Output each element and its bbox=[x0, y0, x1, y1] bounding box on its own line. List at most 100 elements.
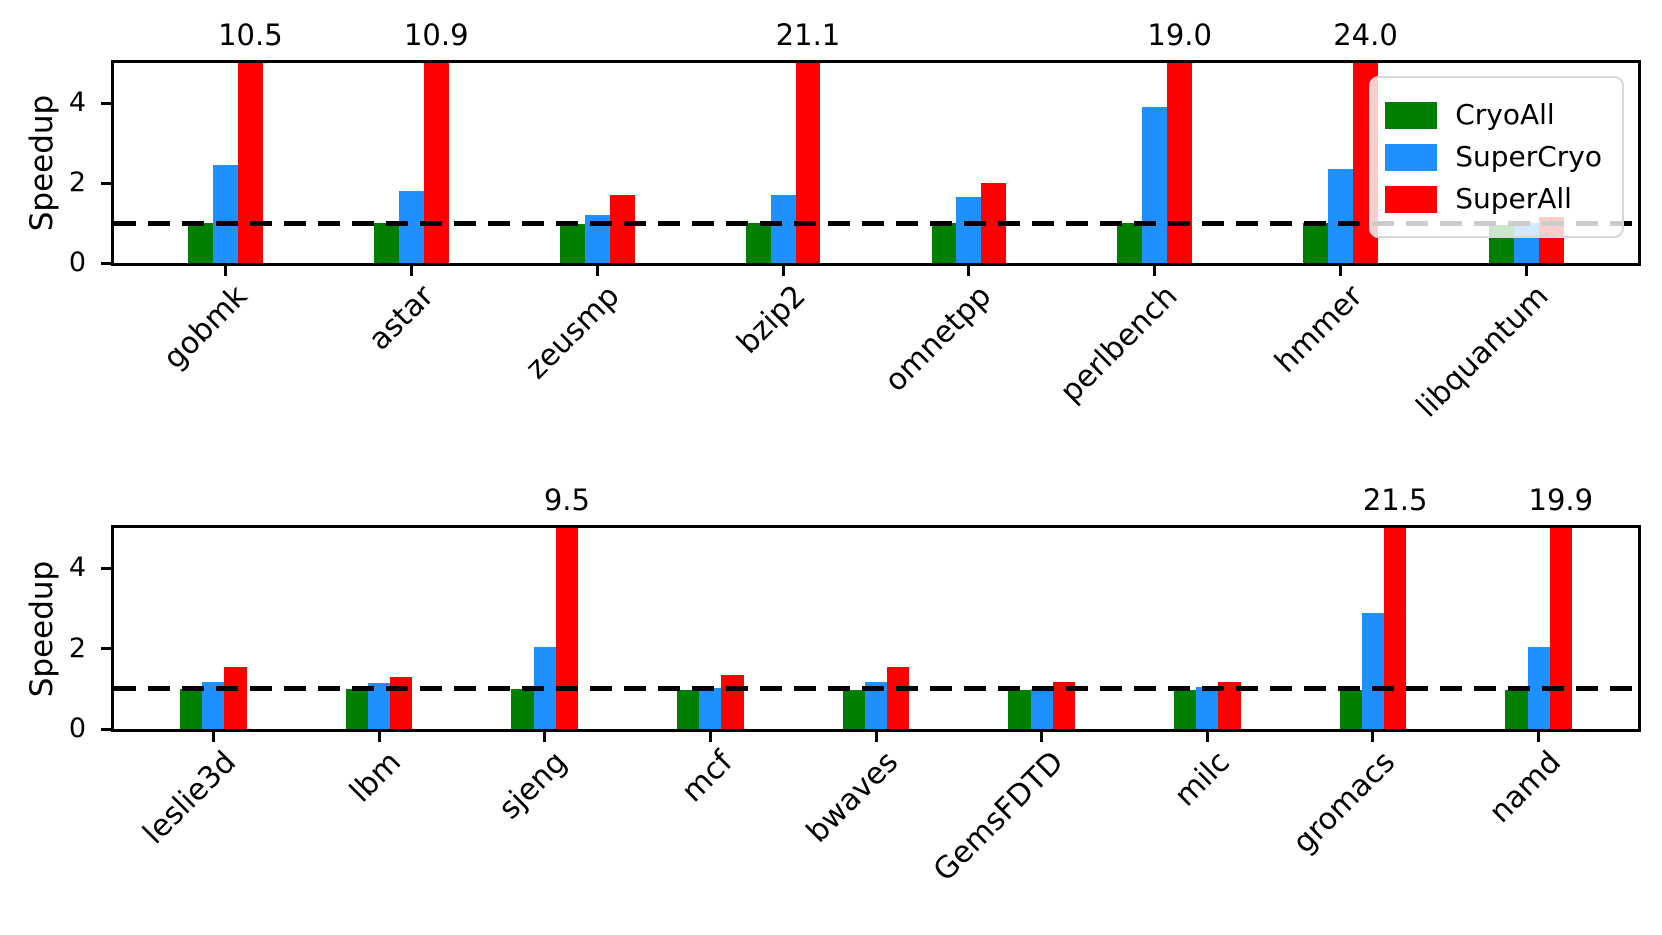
bar-cryoall-leslie3d bbox=[180, 689, 203, 729]
bar-cryoall-gobmk bbox=[188, 223, 214, 263]
bar-cryoall-bzip2 bbox=[745, 223, 771, 263]
clipped-bar-value: 24.0 bbox=[1333, 18, 1398, 52]
y-tick-mark bbox=[101, 261, 111, 265]
y-tick-label: 4 bbox=[68, 552, 86, 584]
y-tick-mark bbox=[101, 101, 111, 105]
bar-superall-milc bbox=[1218, 681, 1241, 729]
y-tick-mark bbox=[101, 181, 111, 185]
bar-superall-bwaves bbox=[887, 666, 910, 729]
legend-label: SuperCryo bbox=[1455, 140, 1602, 173]
bar-superall-lbm bbox=[390, 676, 413, 729]
bar-superall-leslie3d bbox=[224, 666, 247, 729]
x-tick-mark bbox=[1040, 732, 1044, 742]
baseline-dashed-line bbox=[114, 220, 1638, 226]
bar-superall-namd bbox=[1549, 528, 1572, 729]
bar-supercryo-astar bbox=[398, 191, 424, 263]
x-category-label: lbm bbox=[343, 744, 409, 810]
x-tick-mark bbox=[781, 266, 785, 276]
bar-supercryo-GemsFDTD bbox=[1030, 688, 1053, 729]
clipped-bar-value: 10.9 bbox=[403, 18, 469, 52]
x-tick-mark bbox=[1524, 266, 1528, 276]
bar-cryoall-milc bbox=[1174, 689, 1197, 729]
clipped-bar-value: 19.9 bbox=[1528, 483, 1594, 517]
x-category-label: bwaves bbox=[800, 744, 906, 850]
x-tick-mark bbox=[409, 266, 413, 276]
y-tick-label: 0 bbox=[68, 247, 86, 278]
clipped-bar-value: 21.1 bbox=[775, 18, 841, 52]
x-tick-mark bbox=[211, 732, 215, 742]
bar-superall-gromacs bbox=[1384, 528, 1407, 729]
bar-superall-bzip2 bbox=[795, 63, 821, 263]
x-category-label: gobmk bbox=[157, 278, 255, 377]
y-tick-label: 0 bbox=[68, 713, 86, 744]
bar-superall-perlbench bbox=[1167, 63, 1193, 263]
clipped-bar-value: 9.5 bbox=[543, 483, 590, 517]
y-tick-mark bbox=[101, 647, 111, 651]
x-tick-mark bbox=[595, 266, 599, 276]
bar-cryoall-astar bbox=[374, 223, 399, 263]
x-tick-mark bbox=[1537, 732, 1541, 742]
x-category-label: sjeng bbox=[492, 744, 575, 827]
bar-supercryo-bwaves bbox=[864, 681, 888, 729]
x-category-label: namd bbox=[1482, 744, 1568, 830]
bar-superall-astar bbox=[423, 63, 449, 263]
bar-supercryo-perlbench bbox=[1142, 107, 1168, 263]
y-tick-label: 2 bbox=[68, 167, 86, 198]
bar-cryoall-namd bbox=[1505, 689, 1528, 729]
x-category-label: zeusmp bbox=[519, 278, 627, 387]
x-category-label: gromacs bbox=[1286, 744, 1403, 861]
x-category-label: milc bbox=[1167, 744, 1237, 814]
x-category-label: libquantum bbox=[1410, 278, 1556, 425]
bar-supercryo-omnetpp bbox=[956, 197, 982, 263]
x-tick-mark bbox=[708, 732, 712, 742]
bottom-chart-plot-area bbox=[114, 528, 1638, 729]
bar-supercryo-gromacs bbox=[1361, 613, 1385, 729]
top-chart-plot-area bbox=[114, 63, 1638, 263]
y-tick-mark bbox=[101, 566, 111, 570]
bar-cryoall-zeusmp bbox=[559, 224, 585, 263]
legend-item: SuperCryo bbox=[1385, 140, 1602, 174]
bar-supercryo-hmmer bbox=[1328, 169, 1354, 263]
x-tick-mark bbox=[377, 732, 381, 742]
bar-supercryo-leslie3d bbox=[202, 681, 225, 729]
bar-cryoall-lbm bbox=[345, 688, 368, 729]
bar-superall-sjeng bbox=[555, 528, 578, 729]
top-chart: Speedup CryoAll SuperCryo SuperAll 0 2 4 go… bbox=[24, 18, 1641, 424]
legend-swatch-superall bbox=[1385, 185, 1438, 213]
x-tick-mark bbox=[1339, 266, 1343, 276]
bar-superall-GemsFDTD bbox=[1052, 681, 1075, 729]
legend-item: CryoAll bbox=[1385, 98, 1602, 132]
x-tick-mark bbox=[1153, 266, 1157, 276]
x-category-label: GemsFDTD bbox=[927, 744, 1071, 889]
x-tick-mark bbox=[543, 732, 547, 742]
bar-cryoall-GemsFDTD bbox=[1008, 690, 1031, 729]
bar-superall-gobmk bbox=[237, 63, 263, 263]
bar-cryoall-bwaves bbox=[842, 689, 865, 729]
x-tick-mark bbox=[224, 266, 227, 276]
x-category-label: bzip2 bbox=[730, 278, 813, 361]
bar-supercryo-gobmk bbox=[213, 165, 238, 263]
bar-superall-zeusmp bbox=[609, 195, 635, 263]
bottom-chart: Speedup 0 2 4 leslie3d lbm sjeng mcf bwaves Gems… bbox=[24, 483, 1641, 888]
y-tick-label: 2 bbox=[68, 632, 86, 664]
bar-cryoall-gromacs bbox=[1339, 690, 1362, 729]
x-category-label: mcf bbox=[675, 744, 740, 810]
legend-swatch-supercryo bbox=[1385, 143, 1438, 171]
bar-cryoall-perlbench bbox=[1117, 223, 1143, 263]
x-tick-mark bbox=[1371, 732, 1375, 742]
clipped-bar-value: 19.0 bbox=[1147, 18, 1212, 52]
x-tick-mark bbox=[1205, 732, 1209, 742]
legend: CryoAll SuperCryo SuperAll bbox=[1369, 76, 1624, 238]
bar-cryoall-sjeng bbox=[511, 688, 534, 729]
bar-supercryo-mcf bbox=[699, 687, 722, 729]
bar-supercryo-milc bbox=[1196, 686, 1219, 729]
bar-cryoall-hmmer bbox=[1303, 223, 1329, 263]
x-category-label: perlbench bbox=[1053, 278, 1185, 410]
x-category-label: astar bbox=[361, 278, 441, 358]
clipped-bar-value: 10.5 bbox=[218, 18, 283, 52]
x-category-label: omnetpp bbox=[878, 278, 999, 399]
bar-supercryo-lbm bbox=[367, 682, 391, 729]
bar-cryoall-omnetpp bbox=[931, 223, 957, 263]
y-tick-mark bbox=[101, 727, 111, 731]
